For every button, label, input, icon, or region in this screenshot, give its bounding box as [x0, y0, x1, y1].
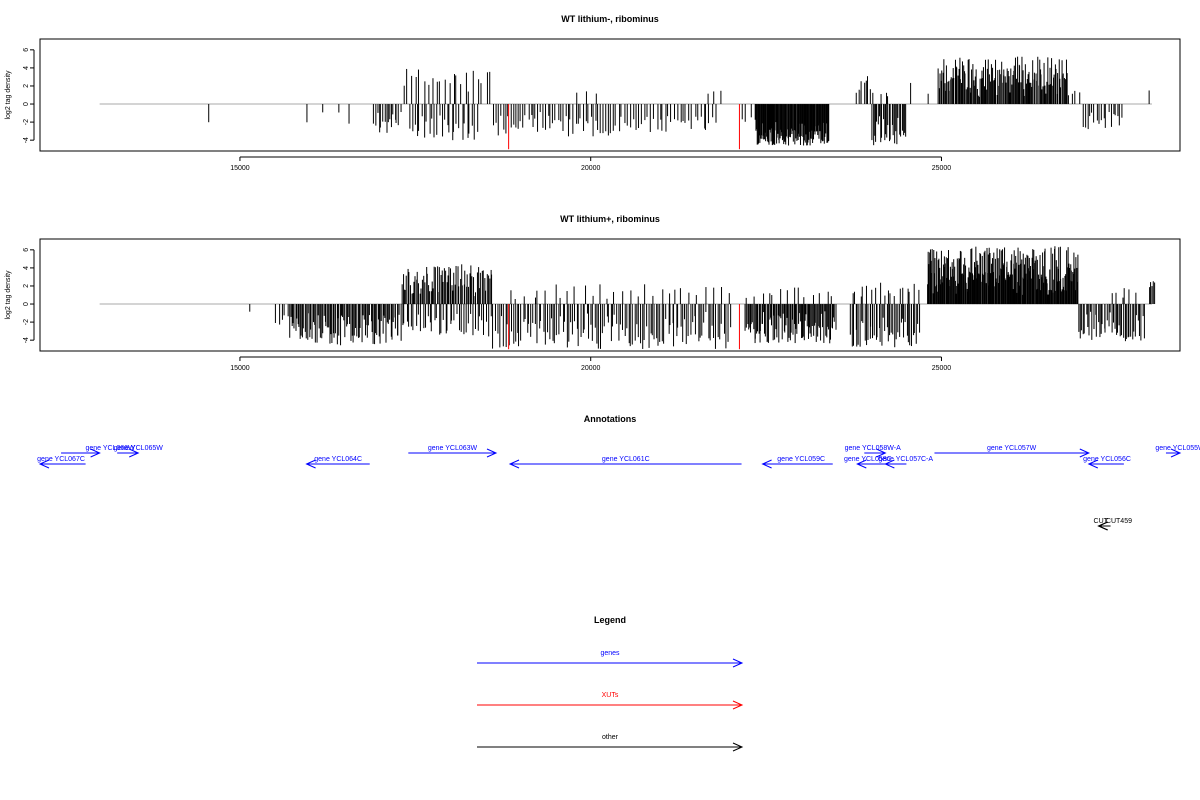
- annotations-title: Annotations: [584, 414, 637, 424]
- panel-1-plot: -4 -2 0 2 4 6 15000 20000 25000: [23, 38, 1181, 172]
- gene-arrow-head: [38, 459, 50, 469]
- panel-1-bars: [208, 56, 1150, 150]
- gene-annotation: gene YCL059C: [761, 456, 833, 469]
- gene-arrow-head: [1079, 448, 1091, 458]
- panel-1-y-tick-label: 4: [23, 66, 30, 70]
- panel-2-bars: [249, 246, 1156, 350]
- gene-label: gene YCL065W: [114, 445, 164, 452]
- panel-1-y-tick-label: 2: [23, 84, 30, 88]
- panel-2: WT lithium+, ribominus log2 tag density …: [5, 214, 1181, 372]
- gene-label: gene YCL057W: [987, 445, 1037, 452]
- gene-arrow-head: [1170, 448, 1182, 458]
- gene-arrow-head: [129, 448, 140, 458]
- legend-label: genes: [600, 650, 620, 657]
- panel-1-ylabel: log2 tag density: [5, 70, 12, 120]
- legend-items: genes XUTs other: [477, 650, 744, 752]
- panel-2-plot: -4 -2 0 2 4 6 15000 20000 25000: [23, 238, 1181, 372]
- legend-item: genes: [477, 650, 744, 668]
- other-annotation: CUT459: [1097, 518, 1132, 531]
- gene-label: gene YCL055W: [1155, 445, 1200, 452]
- gene-label: gene YCL056C: [1083, 456, 1131, 463]
- gene-label: gene YCL061C: [602, 456, 650, 463]
- panel-1-x-tick-label: 20000: [581, 165, 601, 172]
- gene-label: gene YCL058W-A: [845, 445, 901, 452]
- gene-label: gene YCL066W: [86, 445, 136, 452]
- gene-label: gene YCL058C: [844, 456, 892, 463]
- gene-label: gene YCL063W: [428, 445, 478, 452]
- gene-annotation: gene YCL064C: [305, 456, 370, 469]
- gene-annotation: gene YCL067C: [37, 456, 86, 469]
- panel-2-ylabel: log2 tag density: [5, 270, 12, 320]
- legend-arrow-head: [732, 700, 744, 710]
- gene-arrow-head: [884, 459, 895, 469]
- panel-2-x-tick-label: 15000: [230, 365, 250, 372]
- gene-arrow-head: [1087, 459, 1099, 469]
- legend-title: Legend: [594, 615, 626, 625]
- gene-annotation: gene YCL061C: [508, 456, 742, 469]
- legend-label: other: [602, 734, 619, 741]
- panel-1-x-tick-label: 15000: [230, 165, 250, 172]
- gene-arrow-head: [305, 459, 316, 469]
- panel-1-x-tick-label: 25000: [932, 165, 952, 172]
- panel-1-y-tick-label: -2: [23, 119, 30, 125]
- other-label: CUT459: [1106, 518, 1132, 525]
- panel-2-y-tick-label: -2: [23, 319, 30, 325]
- panel-2-y-tick-label: 6: [23, 248, 30, 252]
- gene-annotation: gene YCL057W: [934, 445, 1091, 458]
- panel-1-y-tick-label: -4: [23, 137, 30, 143]
- legend-item: XUTs: [477, 692, 744, 710]
- panel-1: WT lithium-, ribominus log2 tag density …: [5, 14, 1181, 172]
- legend-arrow-head: [732, 658, 744, 668]
- gene-annotation: gene YCL056C: [1083, 456, 1131, 469]
- panel-2-y-tick-label: 2: [23, 284, 30, 288]
- gene-label: gene YCL067C: [37, 456, 85, 463]
- panel-1-y-tick-label: 6: [23, 48, 30, 52]
- panel-2-frame: [39, 238, 1181, 352]
- gene-annotation: gene YCL063W: [408, 445, 498, 458]
- gene-arrow-head: [876, 448, 887, 458]
- panel-1-title: WT lithium-, ribominus: [561, 14, 659, 24]
- gene-arrow-head: [856, 459, 867, 469]
- panel-2-x-tick-label: 25000: [932, 365, 952, 372]
- panel-2-y-tick-label: 4: [23, 266, 30, 270]
- panel-2-x-tick-label: 20000: [581, 365, 601, 372]
- gene-annotation: gene YCL055W: [1155, 445, 1200, 458]
- gene-arrow-head: [90, 448, 101, 458]
- legend-item: other: [477, 734, 744, 752]
- gene-arrow-head: [486, 448, 498, 458]
- legend-panel: Legend genes XUTs other: [477, 615, 744, 752]
- panel-1-frame: [39, 38, 1181, 152]
- gene-label: gene YCL057C-A: [878, 456, 933, 463]
- gene-annotation: gene YCL057C-A: [878, 456, 933, 469]
- gene-annotation: gene YCL065W: [114, 445, 164, 458]
- gene-arrow-head: [761, 459, 772, 469]
- gene-label: gene YCL059C: [777, 456, 825, 463]
- panel-1-y-tick-label: 0: [23, 102, 30, 106]
- gene-annotation: gene YCL058W-A: [845, 445, 901, 458]
- legend-arrow-head: [732, 742, 744, 752]
- panel-2-title: WT lithium+, ribominus: [560, 214, 660, 224]
- legend-label: XUTs: [602, 692, 619, 699]
- other-label: CUT: [1094, 518, 1109, 525]
- panel-2-y-tick-label: -4: [23, 337, 30, 343]
- gene-label: gene YCL064C: [314, 456, 362, 463]
- gene-arrow-head: [508, 459, 520, 469]
- gene-annotation: gene YCL066W: [61, 445, 136, 458]
- other-arrow-head: [1097, 521, 1108, 531]
- panel-2-y-tick-label: 0: [23, 302, 30, 306]
